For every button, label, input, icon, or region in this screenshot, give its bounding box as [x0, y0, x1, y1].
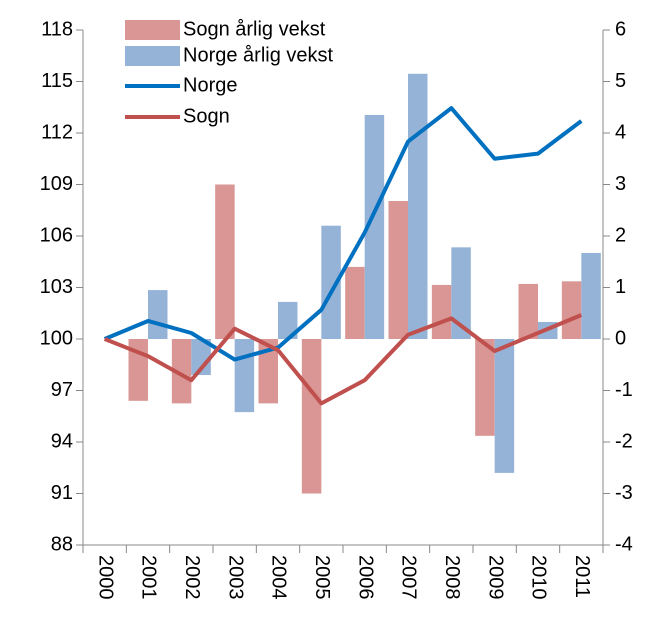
bar	[475, 339, 495, 436]
bar	[561, 281, 582, 339]
bar	[518, 283, 538, 339]
legend-label: Sogn	[183, 105, 230, 127]
x-tick-label: 2009	[484, 555, 506, 600]
x-tick-label: 2004	[268, 555, 290, 600]
x-tick-label: 2002	[181, 555, 203, 600]
x-tick-label: 2010	[528, 555, 550, 600]
y2-tick-label: -4	[615, 533, 633, 555]
y-tick-label: 115	[41, 70, 73, 92]
y2-tick-label: 6	[615, 18, 626, 40]
y-tick-label: 106	[40, 224, 73, 246]
y-tick-label: 100	[40, 327, 73, 349]
bar	[388, 200, 408, 339]
y2-tick-label: -2	[615, 430, 633, 452]
y2-tick-label: 0	[615, 327, 626, 349]
bar	[234, 339, 255, 413]
bar	[408, 73, 428, 340]
y-tick-label: 112	[41, 121, 73, 143]
y2-tick-label: 4	[615, 121, 626, 143]
x-tick-label: 2007	[398, 555, 420, 600]
line	[103, 106, 583, 362]
x-tick-label: 2003	[224, 555, 246, 600]
y2-tick-label: 1	[615, 276, 626, 298]
legend-label: Norge årlig vekst	[183, 44, 334, 66]
bar	[364, 114, 385, 339]
x-tick-label: 2005	[311, 555, 333, 600]
x-tick-label: 2001	[138, 555, 160, 600]
legend-swatch	[125, 20, 180, 40]
y-tick-label: 97	[51, 379, 73, 401]
y-tick-label: 109	[40, 173, 73, 195]
bar	[171, 339, 192, 404]
legend-label: Sogn årlig vekst	[183, 18, 326, 40]
x-tick-label: 2000	[94, 555, 116, 600]
y2-tick-label: 2	[615, 224, 626, 246]
y-tick-label: 91	[51, 482, 73, 504]
line	[103, 313, 583, 406]
legend-label: Norge	[183, 74, 237, 96]
bar	[301, 339, 322, 494]
y-tick-label: 94	[51, 430, 73, 452]
y2-tick-label: -1	[615, 379, 633, 401]
bar	[494, 339, 515, 473]
y2-tick-label: -3	[615, 482, 633, 504]
bar	[581, 252, 601, 339]
bar	[258, 339, 278, 404]
y-tick-label: 118	[41, 18, 73, 40]
bar	[148, 290, 168, 339]
y2-tick-label: 3	[615, 173, 626, 195]
x-tick-label: 2006	[354, 555, 376, 600]
bar	[321, 225, 341, 339]
x-tick-label: 2008	[441, 555, 463, 600]
bar	[431, 284, 452, 339]
y-tick-label: 88	[51, 533, 73, 555]
bar	[345, 266, 365, 339]
bar	[451, 247, 471, 339]
bar	[278, 301, 298, 339]
bar	[191, 339, 211, 376]
x-tick-label: 2011	[571, 555, 593, 598]
y2-tick-label: 5	[615, 70, 626, 92]
y-tick-label: 103	[40, 276, 73, 298]
legend-swatch	[125, 46, 180, 66]
bar	[215, 184, 235, 339]
